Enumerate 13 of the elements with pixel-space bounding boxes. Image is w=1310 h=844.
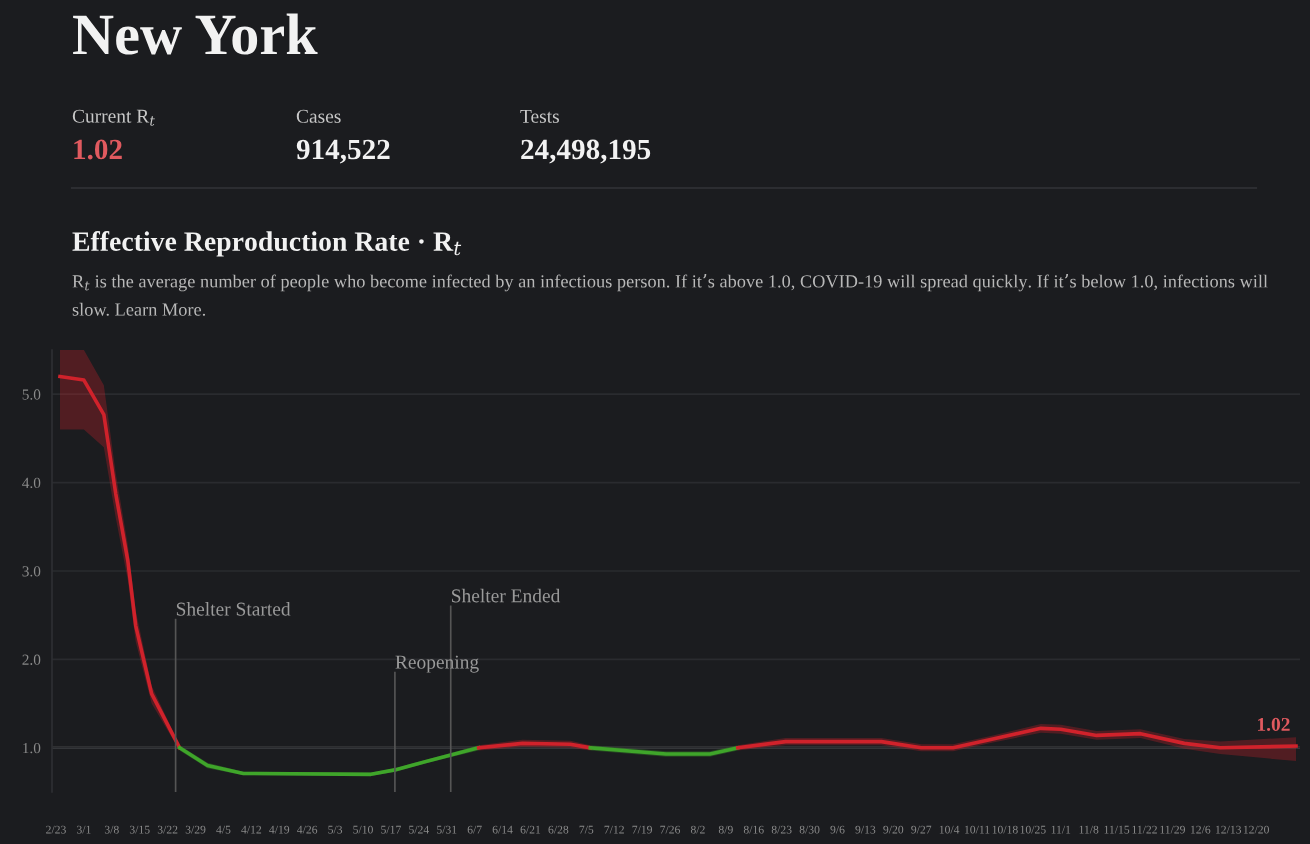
chart-title: Effective Reproduction Rate · R$_{t}$ bbox=[72, 231, 462, 257]
text: 914,522 bbox=[296, 139, 390, 164]
text: New York bbox=[73, 13, 318, 55]
ref-line-label: Shelter Started bbox=[176, 601, 291, 616]
text: 24,498,195 bbox=[521, 139, 651, 164]
data-label: 1.02 bbox=[1257, 717, 1290, 732]
chart-subtitle: R$_{t}$ is the average number of people who become infected by an infectious person. If it’s above 1.0, COVID-19 will spread quickly. If it’s below 1.0, infections will slow. Learn More. bbox=[72, 274, 1268, 316]
text: Current R$_{t}$ bbox=[72, 109, 155, 126]
ref-line-label: Reopening bbox=[395, 655, 479, 673]
text: 1.02 bbox=[74, 139, 122, 160]
text: Tests bbox=[520, 109, 559, 123]
text: Cases bbox=[296, 109, 341, 123]
ref-line-label: Shelter Ended bbox=[452, 588, 561, 603]
